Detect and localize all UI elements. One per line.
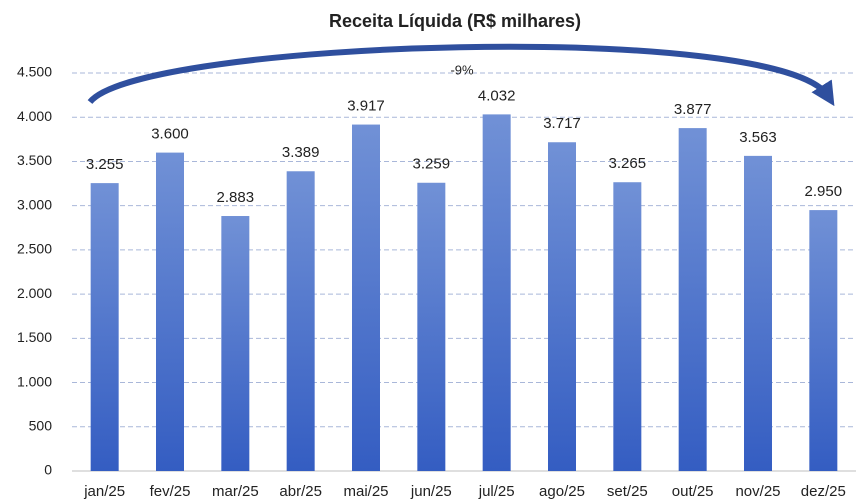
bar [417, 182, 446, 471]
x-tick-label: nov/25 [735, 483, 780, 500]
data-label: 3.600 [151, 126, 189, 143]
y-tick-label: 1.000 [17, 373, 52, 389]
bars [90, 114, 838, 472]
trend-arrow [87, 43, 835, 107]
x-tick-label: abr/25 [279, 483, 322, 500]
x-tick-label: out/25 [672, 483, 714, 500]
y-tick-label: 3.500 [17, 152, 52, 168]
y-tick-label: 2.000 [17, 285, 52, 301]
data-label: 3.717 [543, 115, 581, 132]
x-tick-label: mar/25 [212, 483, 259, 500]
bar [744, 155, 772, 472]
bar [482, 114, 511, 471]
y-tick-label: 2.500 [17, 241, 52, 257]
data-label: 2.950 [805, 183, 843, 200]
data-label: 3.259 [413, 156, 451, 173]
y-tick-label: 4.000 [17, 108, 52, 124]
x-tick-label: ago/25 [539, 483, 585, 500]
x-tick-label: fev/25 [150, 483, 191, 500]
bar [221, 216, 250, 471]
bar [809, 210, 838, 472]
bar [613, 182, 642, 471]
data-label: 2.883 [217, 189, 255, 206]
y-tick-label: 4.500 [17, 64, 52, 80]
bar [678, 128, 707, 471]
data-label: 3.877 [674, 101, 712, 118]
x-tick-label: jun/25 [410, 483, 452, 500]
data-label: 3.917 [347, 98, 385, 115]
x-tick-label: dez/25 [801, 483, 846, 500]
annotation: -9% [450, 62, 474, 77]
data-label: 3.563 [739, 129, 777, 146]
chart-title: Receita Líquida (R$ milhares) [329, 11, 581, 31]
data-label: 3.389 [282, 144, 320, 161]
x-tick-label: jul/25 [478, 483, 515, 500]
x-tick-label: set/25 [607, 483, 648, 500]
y-tick-label: 1.500 [17, 329, 52, 345]
x-tick-label: jan/25 [83, 483, 125, 500]
data-label: 4.032 [478, 87, 516, 104]
y-tick-label: 500 [29, 417, 53, 433]
bar [352, 124, 380, 471]
bar [286, 171, 315, 471]
grid [72, 72, 856, 472]
bar [156, 152, 184, 471]
y-tick-label: 3.000 [17, 196, 52, 212]
bar [548, 142, 576, 471]
bar [90, 183, 119, 471]
data-label: 3.265 [609, 155, 647, 172]
data-label: 3.255 [86, 156, 124, 173]
x-tick-label: mai/25 [343, 483, 388, 500]
y-tick-label: 0 [44, 462, 52, 478]
